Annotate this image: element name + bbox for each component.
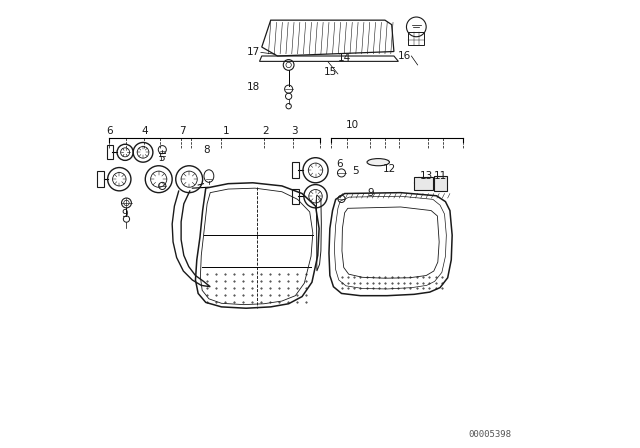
- Text: 4: 4: [141, 126, 148, 136]
- Ellipse shape: [367, 159, 390, 166]
- Text: 00005398: 00005398: [468, 430, 512, 439]
- Text: 6: 6: [337, 159, 343, 168]
- Text: 5: 5: [353, 166, 359, 176]
- Text: 18: 18: [247, 82, 260, 92]
- FancyBboxPatch shape: [434, 176, 447, 191]
- Text: 5: 5: [159, 153, 165, 163]
- Text: 7: 7: [179, 126, 186, 136]
- Text: 9: 9: [121, 209, 127, 219]
- Text: 13: 13: [420, 171, 433, 181]
- Text: 8: 8: [203, 145, 209, 155]
- Text: 3: 3: [291, 126, 298, 136]
- Text: 11: 11: [434, 171, 447, 181]
- Text: 15: 15: [324, 67, 337, 77]
- FancyBboxPatch shape: [414, 177, 433, 190]
- Text: 9: 9: [368, 188, 374, 198]
- Text: 6: 6: [106, 126, 113, 136]
- Text: 12: 12: [383, 164, 396, 174]
- Text: 17: 17: [247, 47, 260, 57]
- Text: 16: 16: [397, 51, 411, 61]
- Text: 1: 1: [223, 126, 229, 136]
- Text: 14: 14: [338, 53, 351, 63]
- Text: 2: 2: [262, 126, 269, 136]
- Text: 10: 10: [346, 121, 359, 130]
